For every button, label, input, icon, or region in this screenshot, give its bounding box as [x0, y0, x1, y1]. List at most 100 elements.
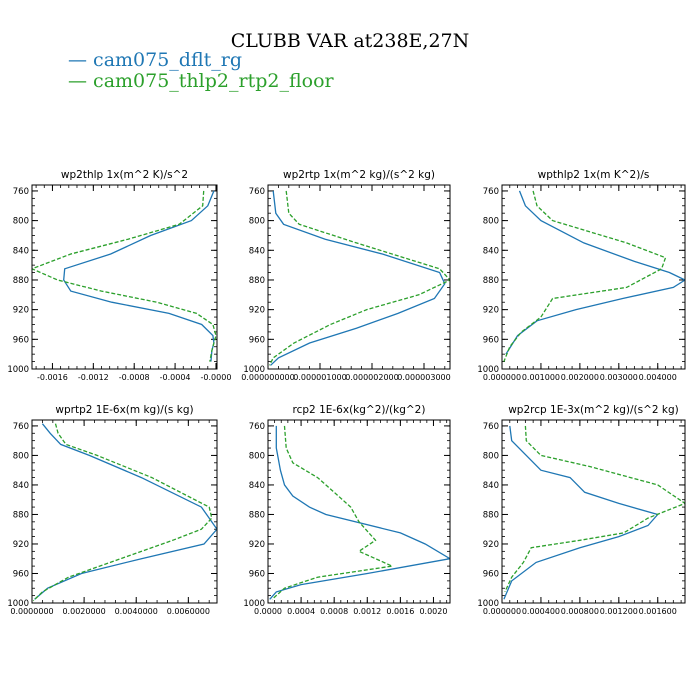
y-tick-label: 960	[483, 335, 499, 345]
x-tick-label: 0.000002000	[345, 373, 398, 382]
x-tick-label: 0.000000	[483, 373, 521, 382]
series-line-cam075-dflt-rg	[505, 190, 685, 355]
x-tick-label: 0.000003000	[397, 373, 450, 382]
y-tick-label: 960	[483, 569, 499, 579]
plot-frame	[501, 419, 686, 604]
y-tick-label: 760	[13, 187, 29, 197]
y-tick-label: 880	[483, 276, 499, 286]
x-tick-label: 0.0000	[254, 607, 282, 616]
y-tick-label: 1000	[477, 599, 499, 609]
y-tick-label: 760	[13, 422, 29, 432]
y-tick-label: 760	[249, 187, 265, 197]
legend: — cam075_dflt_rg — cam075_thlp2_rtp2_flo…	[68, 50, 334, 92]
series-line-cam075-dflt-rg	[63, 190, 215, 362]
y-tick-label: 840	[249, 246, 265, 256]
y-tick-label: 800	[483, 217, 499, 227]
panel-title: wprtp2 1E-6x(m kg)/(s kg)	[55, 404, 193, 416]
y-tick-label: 960	[13, 569, 29, 579]
y-tick-label: 840	[13, 246, 29, 256]
y-tick-label: 920	[13, 540, 29, 550]
panel-title: wp2rcp 1E-3x(m^2 kg)/(s^2 kg)	[508, 404, 679, 416]
y-tick-label: 840	[249, 481, 265, 491]
panel-5: rcp2 1E-6x(kg^2)/(kg^2) 760 800 840 880 920 96…	[243, 404, 451, 616]
plot-frame	[267, 419, 451, 604]
panel-title: rcp2 1E-6x(kg^2)/(kg^2)	[293, 404, 426, 416]
y-tick-label: 800	[249, 451, 265, 461]
y-tick-label: 760	[249, 422, 265, 432]
y-tick-label: 880	[13, 276, 29, 286]
y-tick-label: 840	[483, 481, 499, 491]
y-tick-label: 800	[249, 217, 265, 227]
x-tick-label: 0.001200	[600, 607, 638, 616]
x-tick-label: 0.000000	[483, 607, 521, 616]
x-tick-label: 0.001000	[522, 373, 560, 382]
panel-3: wpthlp2 1x(m K^2)/s 760 800 840 880 920 960 100…	[477, 169, 686, 382]
y-tick-label: 800	[13, 451, 29, 461]
x-tick-label: -0.0004	[160, 373, 191, 382]
y-tick-label: 920	[249, 306, 265, 316]
y-tick-label: 840	[483, 246, 499, 256]
figure-title: CLUBB VAR at238E,27N	[230, 30, 470, 52]
legend-label-floor: cam075_thlp2_rtp2_floor	[93, 70, 334, 92]
x-tick-label: -0.0000	[201, 373, 232, 382]
y-tick-label: 920	[249, 540, 265, 550]
x-tick-label: 0.0040000	[115, 607, 158, 616]
x-tick-label: 0.000000000	[241, 373, 294, 382]
plot-frame	[267, 184, 451, 370]
panel-2: wp2rtp 1x(m^2 kg)/(s^2 kg) 760 800 840 880 92…	[241, 169, 450, 382]
series-line-cam075-thlp2-rtp2-floor	[504, 425, 685, 593]
x-tick-label: 0.000001000	[293, 373, 346, 382]
x-tick-label: 0.0000000	[10, 607, 53, 616]
series-line-cam075-thlp2-rtp2-floor	[32, 190, 217, 362]
x-tick-label: 0.0020	[419, 607, 447, 616]
x-tick-label: -0.0012	[78, 373, 109, 382]
plot-frame	[501, 184, 686, 370]
series-line-cam075-thlp2-rtp2-floor	[503, 190, 667, 362]
y-tick-label: 920	[13, 306, 29, 316]
y-tick-label: 960	[249, 569, 265, 579]
panel-title: wpthlp2 1x(m K^2)/s	[538, 169, 650, 181]
x-tick-label: 0.001600	[639, 607, 677, 616]
x-tick-label: -0.0016	[37, 373, 68, 382]
series-line-cam075-thlp2-rtp2-floor	[269, 190, 450, 366]
x-tick-label: 0.0012	[353, 607, 381, 616]
panel-6: wp2rcp 1E-3x(m^2 kg)/(s^2 kg) 760 800 840 88…	[477, 404, 686, 616]
x-tick-label: -0.0008	[119, 373, 150, 382]
series-line-cam075-dflt-rg	[269, 425, 450, 600]
x-tick-label: 0.002000	[561, 373, 599, 382]
x-tick-label: 0.0016	[386, 607, 414, 616]
series-line-cam075-thlp2-rtp2-floor	[271, 425, 395, 600]
y-tick-label: 800	[13, 217, 29, 227]
y-tick-label: 760	[483, 422, 499, 432]
plot-frame	[31, 419, 218, 604]
x-tick-label: 0.004000	[639, 373, 677, 382]
y-tick-label: 920	[483, 306, 499, 316]
panel-title: wp2rtp 1x(m^2 kg)/(s^2 kg)	[283, 169, 435, 181]
series-line-cam075-dflt-rg	[503, 425, 659, 600]
series-line-cam075-dflt-rg	[270, 190, 446, 366]
x-tick-label: 0.0004	[287, 607, 315, 616]
series-line-cam075-thlp2-rtp2-floor	[32, 423, 213, 602]
y-tick-label: 920	[483, 540, 499, 550]
legend-item-floor: — cam075_thlp2_rtp2_floor	[68, 70, 334, 92]
y-tick-label: 1000	[477, 365, 499, 375]
legend-item-dflt: — cam075_dflt_rg	[68, 49, 243, 71]
y-tick-label: 1000	[243, 365, 265, 375]
x-tick-label: 0.0008	[320, 607, 348, 616]
x-tick-label: 0.0060000	[167, 607, 210, 616]
y-tick-label: 880	[13, 510, 29, 520]
x-tick-label: 0.000800	[561, 607, 599, 616]
legend-label-dflt: cam075_dflt_rg	[93, 49, 243, 71]
y-tick-label: 880	[483, 510, 499, 520]
y-tick-label: 1000	[7, 365, 29, 375]
panel-4: wprtp2 1E-6x(m kg)/(s kg) 760 800 840 880 920…	[7, 404, 218, 616]
y-tick-label: 1000	[243, 599, 265, 609]
panel-1: wp2thlp 1x(m^2 K)/s^2 760 800 840 880 920 960 1…	[7, 169, 231, 382]
y-tick-label: 1000	[7, 599, 29, 609]
y-tick-label: 960	[249, 335, 265, 345]
series-line-cam075-dflt-rg	[34, 423, 217, 600]
y-tick-label: 760	[483, 187, 499, 197]
x-tick-label: 0.003000	[600, 373, 638, 382]
y-tick-label: 840	[13, 481, 29, 491]
